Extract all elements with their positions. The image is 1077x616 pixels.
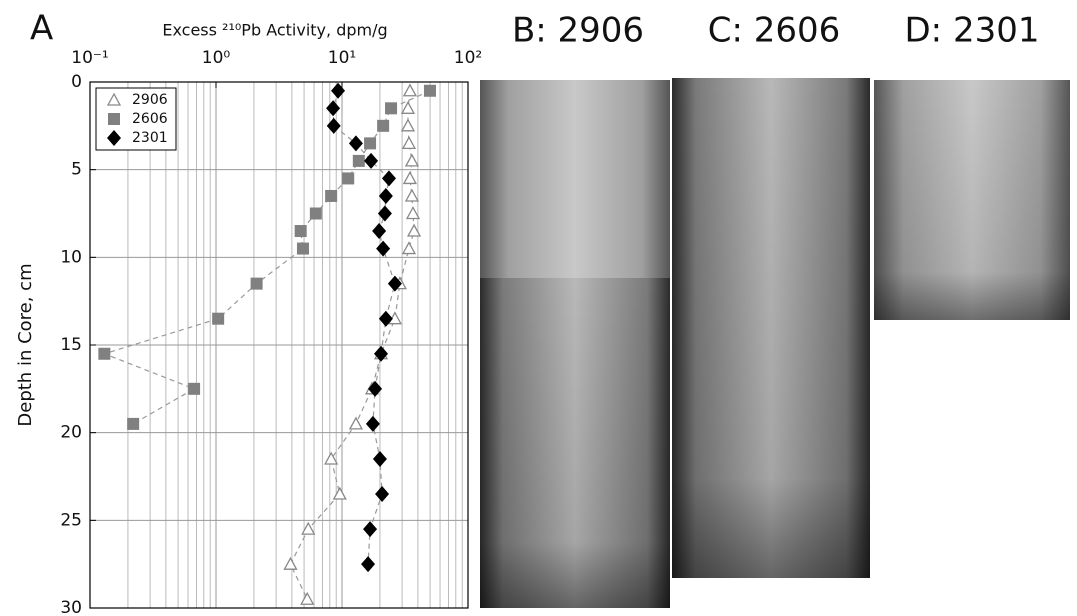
- image-label: D: 2301: [905, 11, 1040, 51]
- core-image-d: [874, 80, 1070, 320]
- y-tick-label: 15: [60, 335, 82, 355]
- data-point: [372, 223, 387, 240]
- y-tick-label: 5: [71, 160, 82, 180]
- data-point: [377, 205, 392, 222]
- data-point: [423, 84, 436, 97]
- data-point: [400, 118, 416, 132]
- data-point: [365, 415, 380, 432]
- data-point: [283, 556, 298, 570]
- data-point: [309, 207, 322, 220]
- data-point: [331, 82, 346, 99]
- data-point: [368, 380, 383, 397]
- data-point: [374, 345, 389, 362]
- data-point: [405, 206, 421, 220]
- data-point: [375, 486, 390, 503]
- data-point: [406, 223, 422, 237]
- data-point: [387, 275, 402, 292]
- data-point: [326, 117, 341, 134]
- data-point: [401, 241, 417, 255]
- data-point: [294, 225, 307, 238]
- y-tick-label: 25: [60, 510, 82, 530]
- panel-label: A: [30, 9, 53, 49]
- data-point: [385, 102, 398, 115]
- data-point: [402, 171, 418, 185]
- y-axis-title: Depth in Core, cm: [15, 263, 36, 426]
- data-point: [352, 154, 365, 167]
- data-point: [212, 312, 225, 325]
- y-tick-label: 10: [60, 247, 82, 267]
- data-point: [324, 451, 339, 465]
- data-point: [325, 189, 338, 202]
- legend-label: 2906: [132, 92, 168, 108]
- legend-marker: [107, 130, 121, 146]
- x-axis-title: Excess ²¹⁰Pb Activity, dpm/g: [162, 21, 387, 40]
- y-tick-label: 0: [71, 72, 82, 92]
- data-point: [188, 382, 201, 395]
- data-point: [400, 100, 416, 114]
- data-point: [301, 521, 316, 535]
- legend-label: 2606: [132, 111, 168, 127]
- data-point: [348, 416, 364, 430]
- data-point: [404, 188, 420, 202]
- data-point: [364, 152, 379, 169]
- data-point: [127, 417, 140, 430]
- data-point: [363, 521, 378, 538]
- data-point: [372, 450, 387, 467]
- data-point: [332, 486, 347, 500]
- y-tick-label: 20: [60, 423, 82, 443]
- legend-label: 2301: [132, 130, 168, 146]
- data-point: [377, 119, 390, 132]
- plot-frame: [89, 81, 469, 609]
- legend-marker: [106, 92, 122, 106]
- data-point: [378, 310, 393, 327]
- data-point: [402, 83, 418, 97]
- data-point: [342, 172, 355, 185]
- x-tick-label: 10²: [454, 48, 482, 68]
- core-image-b: [480, 80, 670, 608]
- core-image-c: [672, 78, 870, 578]
- data-point: [381, 170, 396, 187]
- x-tick-label: 10⁻¹: [71, 48, 108, 68]
- y-tick-label: 30: [60, 598, 82, 616]
- image-label: B: 2906: [512, 11, 644, 51]
- legend: 2906 2606 2301: [95, 87, 177, 151]
- data-point: [300, 591, 315, 605]
- x-tick-label: 10⁰: [202, 48, 231, 68]
- data-point: [361, 556, 376, 573]
- data-point: [296, 242, 309, 255]
- data-point: [326, 100, 341, 117]
- data-point: [348, 135, 363, 152]
- data-point: [98, 347, 111, 360]
- data-point: [364, 137, 377, 150]
- data-point: [378, 187, 393, 204]
- data-point: [404, 153, 420, 167]
- data-point: [250, 277, 263, 290]
- image-label: C: 2606: [708, 11, 841, 51]
- data-point: [401, 136, 417, 150]
- data-point: [376, 240, 391, 257]
- legend-marker: [108, 113, 120, 125]
- x-tick-label: 10¹: [328, 48, 356, 68]
